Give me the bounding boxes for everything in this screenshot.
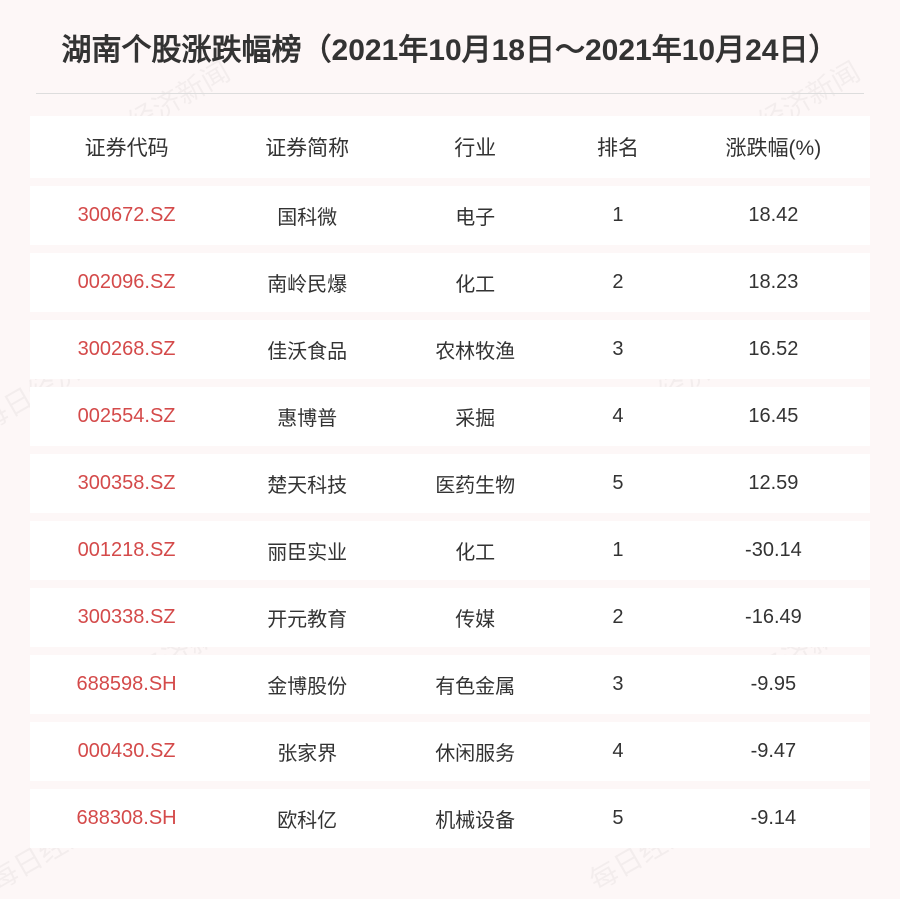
cell-change: -9.14	[677, 789, 870, 848]
cell-rank: 1	[559, 521, 677, 580]
table-row: 300672.SZ国科微电子118.42	[30, 186, 870, 245]
table-body: 300672.SZ国科微电子118.42002096.SZ南岭民爆化工218.2…	[30, 186, 870, 848]
table-row: 688308.SH欧科亿机械设备5-9.14	[30, 789, 870, 848]
cell-rank: 3	[559, 320, 677, 379]
cell-rank: 1	[559, 186, 677, 245]
cell-code: 000430.SZ	[30, 722, 223, 781]
cell-change: 16.52	[677, 320, 870, 379]
cell-rank: 2	[559, 253, 677, 312]
cell-industry: 化工	[391, 521, 559, 580]
cell-code: 688308.SH	[30, 789, 223, 848]
table-row: 300358.SZ楚天科技医药生物512.59	[30, 454, 870, 513]
table-header: 证券代码 证券简称 行业 排名 涨跌幅(%)	[30, 116, 870, 178]
cell-change: -9.95	[677, 655, 870, 714]
cell-rank: 2	[559, 588, 677, 647]
title-divider	[36, 93, 864, 94]
cell-code: 002554.SZ	[30, 387, 223, 446]
table-row: 300268.SZ佳沃食品农林牧渔316.52	[30, 320, 870, 379]
cell-change: 18.23	[677, 253, 870, 312]
cell-industry: 化工	[391, 253, 559, 312]
col-industry: 行业	[391, 116, 559, 178]
cell-industry: 采掘	[391, 387, 559, 446]
cell-rank: 4	[559, 387, 677, 446]
cell-name: 张家界	[223, 722, 391, 781]
cell-name: 金博股份	[223, 655, 391, 714]
cell-industry: 休闲服务	[391, 722, 559, 781]
cell-code: 300672.SZ	[30, 186, 223, 245]
stock-table: 证券代码 证券简称 行业 排名 涨跌幅(%) 300672.SZ国科微电子118…	[30, 108, 870, 856]
table-container: 湖南个股涨跌幅榜（2021年10月18日～2021年10月24日） 证券代码 证…	[0, 0, 900, 856]
page-title: 湖南个股涨跌幅榜（2021年10月18日～2021年10月24日）	[30, 28, 870, 93]
cell-industry: 电子	[391, 186, 559, 245]
cell-code: 300338.SZ	[30, 588, 223, 647]
cell-change: -30.14	[677, 521, 870, 580]
cell-code: 300268.SZ	[30, 320, 223, 379]
col-code: 证券代码	[30, 116, 223, 178]
cell-name: 南岭民爆	[223, 253, 391, 312]
cell-name: 楚天科技	[223, 454, 391, 513]
cell-industry: 有色金属	[391, 655, 559, 714]
cell-code: 002096.SZ	[30, 253, 223, 312]
cell-name: 国科微	[223, 186, 391, 245]
cell-rank: 5	[559, 454, 677, 513]
table-row: 000430.SZ张家界休闲服务4-9.47	[30, 722, 870, 781]
cell-rank: 5	[559, 789, 677, 848]
cell-name: 佳沃食品	[223, 320, 391, 379]
table-row: 001218.SZ丽臣实业化工1-30.14	[30, 521, 870, 580]
header-row: 证券代码 证券简称 行业 排名 涨跌幅(%)	[30, 116, 870, 178]
table-row: 002554.SZ惠博普采掘416.45	[30, 387, 870, 446]
cell-industry: 传媒	[391, 588, 559, 647]
cell-industry: 医药生物	[391, 454, 559, 513]
table-row: 688598.SH金博股份有色金属3-9.95	[30, 655, 870, 714]
cell-change: 12.59	[677, 454, 870, 513]
cell-code: 688598.SH	[30, 655, 223, 714]
cell-change: 18.42	[677, 186, 870, 245]
cell-rank: 3	[559, 655, 677, 714]
cell-industry: 机械设备	[391, 789, 559, 848]
cell-change: -16.49	[677, 588, 870, 647]
cell-industry: 农林牧渔	[391, 320, 559, 379]
col-name: 证券简称	[223, 116, 391, 178]
cell-code: 300358.SZ	[30, 454, 223, 513]
cell-rank: 4	[559, 722, 677, 781]
table-row: 002096.SZ南岭民爆化工218.23	[30, 253, 870, 312]
cell-name: 丽臣实业	[223, 521, 391, 580]
cell-change: 16.45	[677, 387, 870, 446]
cell-name: 惠博普	[223, 387, 391, 446]
cell-name: 欧科亿	[223, 789, 391, 848]
cell-code: 001218.SZ	[30, 521, 223, 580]
col-change: 涨跌幅(%)	[677, 116, 870, 178]
cell-name: 开元教育	[223, 588, 391, 647]
col-rank: 排名	[559, 116, 677, 178]
table-row: 300338.SZ开元教育传媒2-16.49	[30, 588, 870, 647]
cell-change: -9.47	[677, 722, 870, 781]
